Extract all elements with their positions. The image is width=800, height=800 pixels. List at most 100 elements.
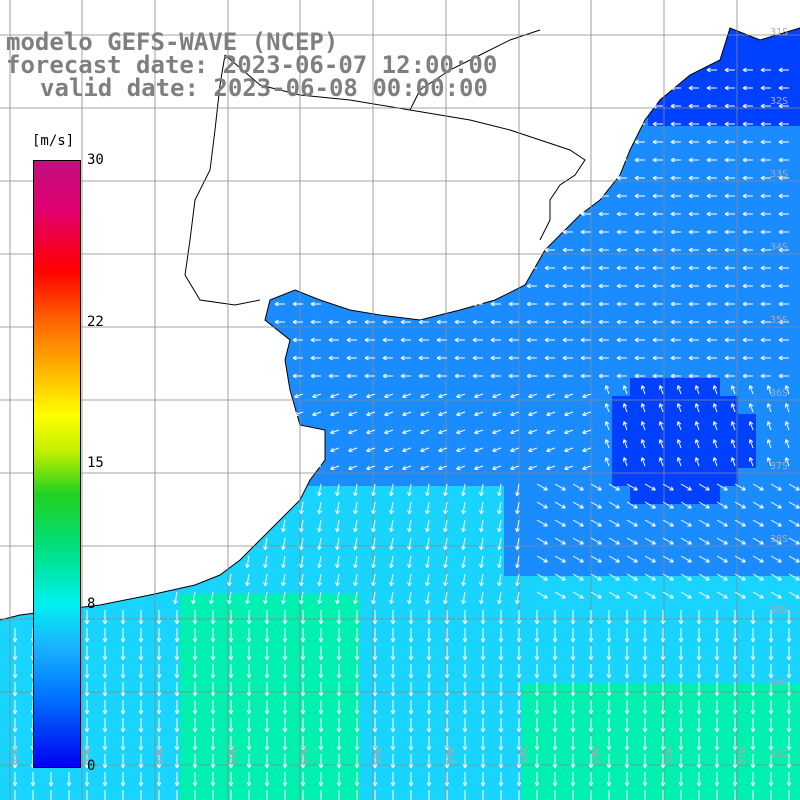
wind-arrow xyxy=(102,682,108,697)
field-cell xyxy=(702,126,721,145)
wind-arrow xyxy=(588,772,594,787)
wind-arrow xyxy=(230,790,232,800)
wind-arrow xyxy=(626,555,638,563)
wind-arrow xyxy=(138,754,144,769)
field-cell xyxy=(504,360,523,379)
wind-arrow xyxy=(742,229,753,235)
wind-arrow xyxy=(492,447,502,453)
wind-arrow xyxy=(604,385,610,395)
wind-arrow xyxy=(318,718,324,733)
wind-arrow xyxy=(784,421,790,431)
wind-arrow xyxy=(461,519,466,533)
wind-arrow xyxy=(156,754,162,769)
field-cell xyxy=(126,684,145,703)
field-cell xyxy=(342,396,361,415)
wind-arrow xyxy=(330,393,340,399)
field-cell xyxy=(720,738,739,757)
field-cell xyxy=(342,486,361,505)
wind-arrow xyxy=(766,403,772,413)
wind-arrow xyxy=(572,591,584,599)
field-cell xyxy=(612,252,631,271)
field-cell xyxy=(18,630,37,649)
wind-arrow xyxy=(642,754,648,769)
field-cell xyxy=(432,450,451,469)
field-cell xyxy=(792,612,800,631)
wind-arrow xyxy=(281,555,286,569)
field-cell xyxy=(450,468,469,487)
field-cell xyxy=(576,612,595,631)
wind-arrow xyxy=(678,610,684,625)
field-cell xyxy=(720,576,739,595)
wind-arrow xyxy=(454,373,465,379)
wind-arrow xyxy=(652,265,663,271)
wind-arrow xyxy=(407,501,412,515)
field-cell xyxy=(792,54,800,73)
field-cell xyxy=(540,252,559,271)
field-cell xyxy=(162,684,181,703)
wind-arrow xyxy=(544,319,555,325)
field-cell xyxy=(738,72,757,91)
wind-arrow xyxy=(634,121,645,127)
field-cell xyxy=(630,180,649,199)
wind-arrow xyxy=(510,465,520,471)
wind-arrow xyxy=(353,501,358,515)
wind-arrow xyxy=(371,501,376,515)
field-cell xyxy=(180,630,199,649)
wind-arrow xyxy=(120,700,126,715)
wind-arrow xyxy=(732,736,738,751)
field-cell xyxy=(594,450,613,469)
wind-arrow xyxy=(598,301,609,307)
field-cell xyxy=(630,576,649,595)
wind-arrow xyxy=(353,537,358,551)
wind-arrow xyxy=(554,519,566,527)
wind-arrow xyxy=(390,718,396,733)
field-cell xyxy=(576,234,595,253)
wind-arrow xyxy=(662,790,664,800)
field-cell xyxy=(504,720,523,739)
wind-arrow xyxy=(662,573,674,581)
wind-arrow xyxy=(102,664,108,679)
wind-arrow xyxy=(752,555,764,563)
field-cell xyxy=(324,774,343,793)
wind-arrow xyxy=(662,555,674,563)
wind-arrow xyxy=(336,718,342,733)
wind-arrow xyxy=(694,457,700,467)
wind-arrow xyxy=(706,139,717,145)
wind-arrow xyxy=(644,591,656,599)
field-cell xyxy=(594,432,613,451)
field-cell xyxy=(504,594,523,613)
field-cell xyxy=(450,558,469,577)
field-cell xyxy=(126,648,145,667)
wind-arrow xyxy=(534,718,540,733)
wind-arrow xyxy=(562,319,573,325)
field-cell xyxy=(702,252,721,271)
field-cell xyxy=(576,486,595,505)
field-cell xyxy=(792,396,800,415)
field-cell xyxy=(414,432,433,451)
wind-arrow xyxy=(248,790,250,800)
wind-arrow xyxy=(300,754,306,769)
wind-arrow xyxy=(768,664,774,679)
wind-arrow xyxy=(156,664,162,679)
wind-arrow xyxy=(634,157,645,163)
field-cell xyxy=(558,414,577,433)
wind-arrow xyxy=(444,754,450,769)
wind-arrow xyxy=(490,373,501,379)
field-cell xyxy=(468,342,487,361)
wind-arrow xyxy=(640,385,646,395)
field-cell xyxy=(558,792,577,800)
wind-arrow xyxy=(536,573,548,581)
field-cell xyxy=(648,360,667,379)
wind-arrow xyxy=(420,411,430,417)
wind-arrow xyxy=(299,537,304,551)
wind-arrow xyxy=(318,754,324,769)
wind-arrow xyxy=(32,790,34,800)
wind-arrow xyxy=(400,355,411,361)
field-cell xyxy=(702,630,721,649)
wind-arrow xyxy=(336,736,342,751)
field-cell xyxy=(306,504,325,523)
field-cell xyxy=(702,612,721,631)
field-cell xyxy=(630,360,649,379)
field-cell xyxy=(630,198,649,217)
field-cell xyxy=(414,648,433,667)
